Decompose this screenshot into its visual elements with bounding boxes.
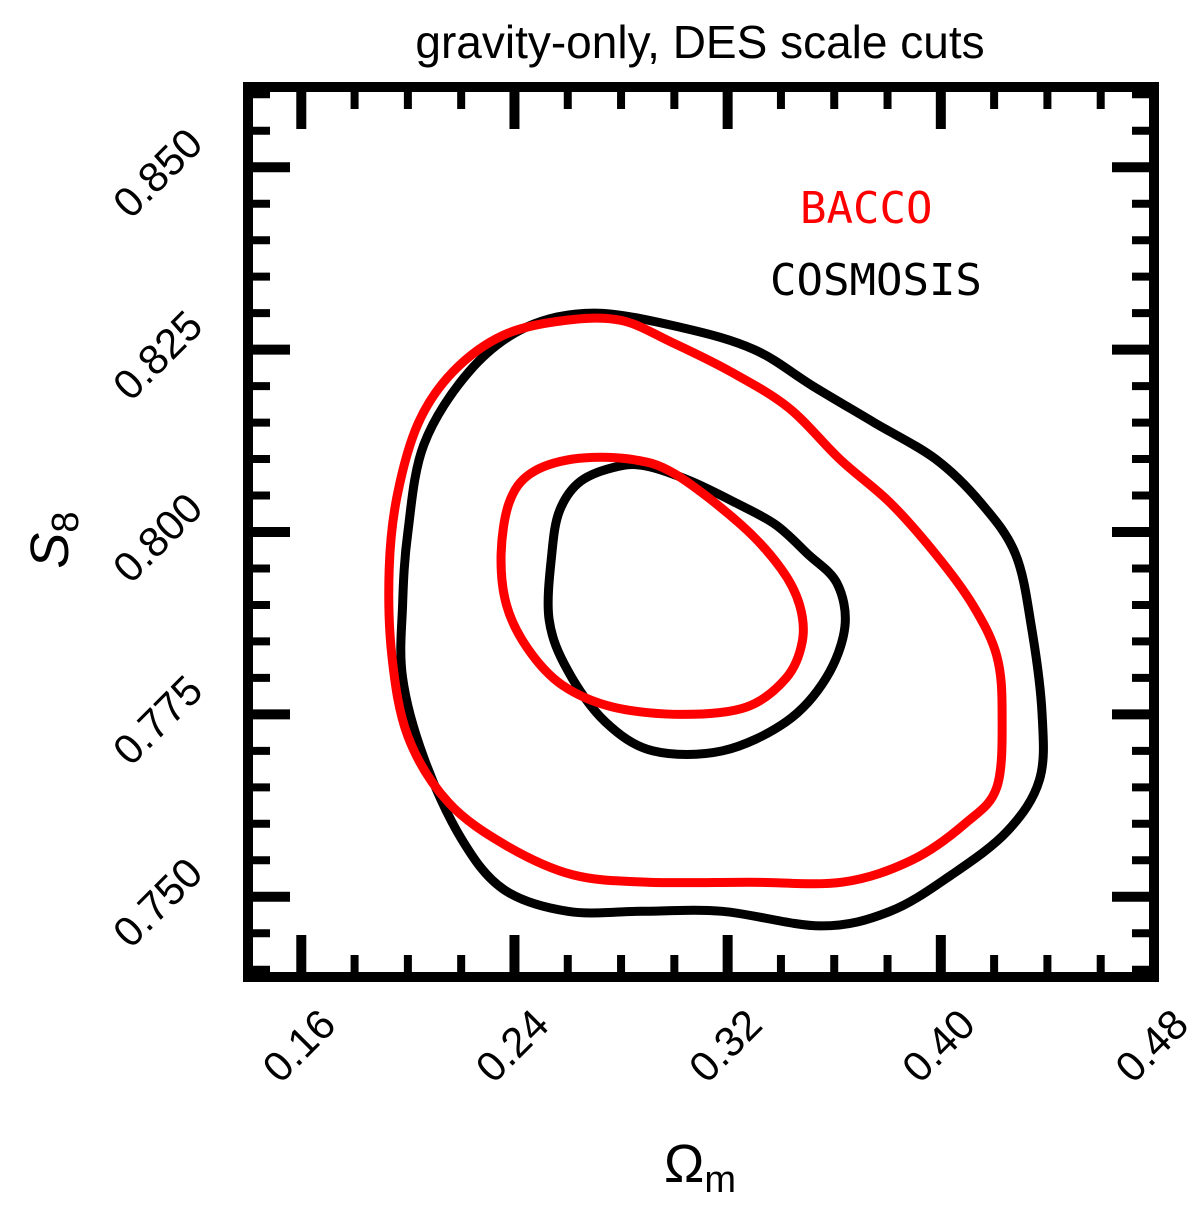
y-axis-label-main: S: [20, 533, 80, 569]
plot-frame: [243, 82, 1159, 982]
y-axis-label: S8: [20, 511, 87, 568]
legend-entry-cosmosis: COSMOSIS: [770, 255, 982, 306]
x-axis-label-main: Ω: [664, 1134, 704, 1194]
bacco-contour-outer: [384, 313, 1007, 889]
bacco-contour-inner: [496, 452, 808, 719]
y-tick-label: 0.825: [104, 301, 212, 409]
y-tick-label: 0.750: [104, 849, 212, 957]
x-tick-labels: 0.16 0.24 0.32 0.40 0.48: [253, 1000, 1197, 1091]
legend: BACCO COSMOSIS: [770, 183, 982, 306]
x-axis-label-sub: m: [704, 1159, 736, 1201]
x-tick-label: 0.40: [893, 1000, 984, 1091]
contour-lines: [384, 308, 1048, 931]
x-tick-label: 0.24: [467, 1000, 558, 1091]
x-tick-label: 0.16: [253, 1000, 344, 1091]
y-tick-label: 0.775: [104, 666, 212, 774]
axis-ticks: [248, 87, 1154, 977]
y-axis-label-sub: 8: [45, 511, 87, 532]
y-tick-label: 0.800: [104, 484, 212, 592]
cosmosis-contour-inner: [543, 460, 850, 759]
cosmosis-contour-outer: [396, 308, 1048, 931]
y-tick-label: 0.850: [104, 119, 212, 227]
legend-entry-bacco: BACCO: [800, 183, 932, 234]
x-tick-label: 0.48: [1106, 1000, 1197, 1091]
chart-title: gravity-only, DES scale cuts: [415, 16, 984, 68]
x-axis-label: Ωm: [664, 1134, 736, 1201]
y-tick-labels: 0.750 0.775 0.800 0.825 0.850: [104, 119, 212, 956]
x-tick-label: 0.32: [680, 1000, 771, 1091]
